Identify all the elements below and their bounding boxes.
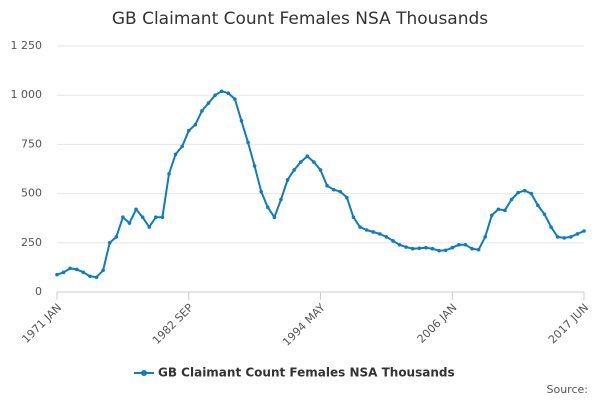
point — [266, 205, 270, 210]
point — [430, 246, 435, 251]
point — [285, 178, 290, 182]
point — [522, 188, 527, 193]
point — [55, 272, 59, 277]
point — [239, 118, 244, 123]
point — [206, 101, 211, 105]
point — [259, 189, 264, 194]
point — [180, 144, 184, 149]
y-tick-label: 1 250 — [11, 39, 43, 52]
point — [536, 203, 540, 208]
point — [81, 270, 86, 275]
point — [443, 248, 448, 253]
point — [424, 245, 428, 250]
x-tick-label: 2006 JAN — [415, 301, 460, 346]
point — [397, 242, 402, 247]
point — [542, 212, 547, 217]
point — [470, 246, 474, 251]
point — [88, 274, 92, 279]
point — [233, 97, 237, 101]
point — [351, 215, 356, 220]
point — [68, 266, 72, 271]
point — [298, 160, 303, 164]
point — [325, 183, 329, 188]
point — [252, 164, 257, 168]
point — [279, 197, 283, 202]
point — [483, 235, 487, 239]
point — [509, 197, 514, 202]
point — [384, 235, 389, 239]
point — [377, 232, 382, 236]
point — [549, 225, 553, 229]
point — [450, 245, 455, 250]
point — [569, 235, 573, 239]
point — [134, 207, 138, 212]
point — [417, 246, 422, 251]
point — [364, 228, 369, 232]
point — [114, 235, 119, 239]
point — [476, 247, 481, 252]
point — [167, 172, 171, 176]
x-tick-label: 2017 JUN — [546, 301, 591, 346]
point — [338, 189, 343, 194]
x-tick-label: 1994 MAY — [280, 301, 328, 349]
x-tick-label: 1971 JAN — [19, 301, 64, 346]
x-tick-label: 1982 SEP — [150, 301, 196, 347]
point — [186, 128, 191, 133]
point — [94, 275, 99, 280]
point — [219, 89, 224, 94]
y-tick-label: 1 000 — [11, 88, 43, 101]
point — [575, 232, 580, 236]
series-line — [56, 90, 585, 279]
point — [173, 152, 178, 157]
point — [404, 245, 408, 249]
point — [331, 187, 336, 192]
point — [496, 207, 501, 212]
y-tick-label: 750 — [21, 137, 42, 150]
point — [463, 242, 468, 247]
point — [226, 91, 231, 96]
point — [410, 246, 415, 251]
point — [516, 190, 520, 195]
point — [312, 160, 316, 164]
point — [147, 225, 152, 229]
point — [200, 109, 204, 113]
chart-title: GB Claimant Count Females NSA Thousands — [112, 9, 488, 29]
y-tick-label: 250 — [21, 236, 42, 249]
point — [391, 239, 395, 243]
y-tick-label: 500 — [21, 187, 42, 200]
point — [61, 270, 66, 275]
legend-label: GB Claimant Count Females NSA Thousands — [158, 366, 455, 380]
point — [582, 229, 586, 233]
point — [489, 213, 494, 218]
point — [529, 191, 534, 196]
point — [154, 215, 158, 220]
point — [140, 215, 145, 220]
y-tick-label: 0 — [35, 285, 42, 298]
point — [246, 140, 250, 145]
point — [160, 215, 165, 220]
point — [503, 208, 507, 213]
point — [121, 215, 125, 220]
point — [305, 154, 310, 159]
point — [107, 241, 112, 245]
point — [101, 268, 105, 273]
point — [358, 225, 362, 229]
point — [272, 215, 277, 220]
point — [562, 236, 567, 240]
point — [555, 235, 560, 239]
point — [292, 168, 296, 172]
point — [127, 221, 132, 225]
point — [193, 122, 198, 127]
point — [213, 93, 217, 97]
point — [457, 242, 461, 247]
legend-marker — [141, 370, 147, 376]
source: Source: — [547, 383, 589, 396]
point — [318, 168, 323, 172]
point — [437, 248, 441, 253]
point — [345, 195, 349, 200]
point — [74, 267, 79, 272]
point — [371, 230, 376, 234]
